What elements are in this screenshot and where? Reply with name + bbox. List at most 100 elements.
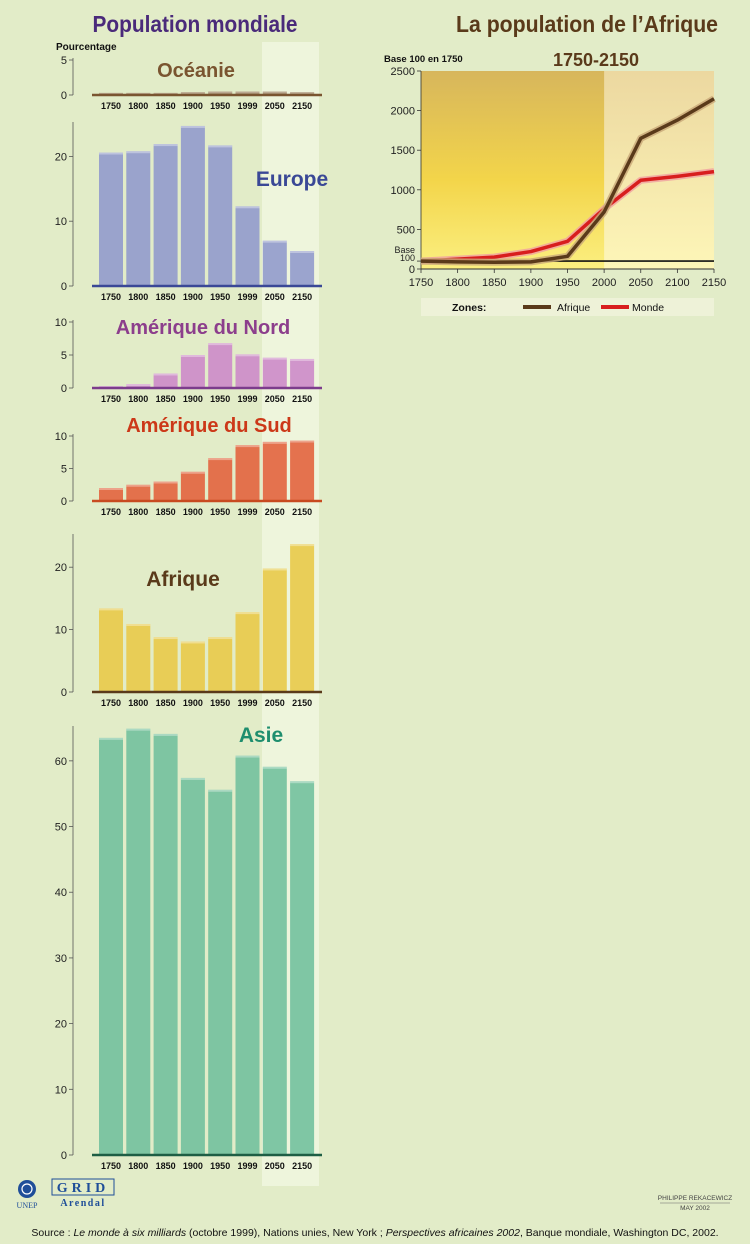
line-x-tick-label: 1900 [519, 277, 543, 289]
bar-highlight [180, 777, 205, 780]
y-tick-label: 10 [55, 625, 67, 637]
bar-europe-1750 [99, 152, 123, 286]
unep-logo-text: UNEP [17, 1201, 38, 1210]
x-tick-label: 2150 [292, 1161, 312, 1171]
bar-amerique_sud-1800 [126, 484, 151, 501]
x-tick-label: 1900 [183, 698, 203, 708]
line-x-tick-label: 1950 [555, 277, 579, 289]
line-plot-future-area [604, 71, 714, 269]
bar-amerique_sud-2150 [290, 440, 315, 501]
line-x-tick-label: 2150 [702, 277, 726, 289]
source-prefix: Source : [31, 1227, 74, 1239]
bar-highlight [126, 151, 151, 154]
bar-afrique-1900 [180, 641, 205, 692]
bar-highlight [99, 488, 123, 490]
x-tick-label: 1900 [183, 1161, 203, 1171]
bar-highlight [208, 343, 233, 346]
line-y-axis-title: Base 100 en 1750 [384, 54, 463, 65]
line-y-tick-label: 2500 [391, 66, 415, 78]
x-tick-label: 1800 [128, 292, 148, 302]
bar-asie-2150 [290, 781, 315, 1155]
bar-highlight [99, 152, 123, 155]
line-x-tick-label: 1750 [409, 277, 433, 289]
bar-highlight [262, 766, 287, 769]
y-tick-label: 20 [55, 562, 67, 574]
unep-logo: UNEP [17, 1180, 38, 1210]
bar-oceanie-2150 [290, 92, 315, 95]
bar-highlight [126, 484, 151, 487]
source-book-1: Le monde à six milliards [73, 1227, 187, 1239]
bar-highlight [290, 92, 315, 95]
x-tick-label: 2150 [292, 101, 312, 111]
line-y-tick-label: 1500 [391, 145, 415, 157]
bar-europe-1800 [126, 151, 151, 286]
y-tick-label: 10 [55, 216, 67, 228]
x-tick-label: 1950 [210, 698, 230, 708]
x-tick-label: 2150 [292, 507, 312, 517]
y-tick-label: 10 [55, 317, 67, 329]
bar-highlight [153, 733, 178, 736]
line-y-tick-label: 500 [397, 224, 415, 236]
x-tick-label: 2150 [292, 698, 312, 708]
author-credit: PHILIPPE REKACEWICZ [658, 1195, 732, 1202]
right-title: La population de l’Afrique [456, 11, 718, 37]
x-tick-label: 1800 [128, 507, 148, 517]
bar-highlight [208, 458, 233, 461]
bar-amerique_nord-2050 [262, 357, 287, 388]
x-tick-label: 2050 [265, 698, 285, 708]
region-title-europe: Europe [256, 168, 328, 191]
x-tick-label: 1750 [101, 507, 121, 517]
y-tick-label: 30 [55, 953, 67, 965]
x-tick-label: 1999 [237, 507, 257, 517]
x-tick-label: 1850 [156, 507, 176, 517]
line-legend: Zones: Afrique Monde [421, 298, 714, 316]
x-tick-label: 1750 [101, 292, 121, 302]
bar-europe-2150 [290, 251, 315, 286]
bar-afrique-1750 [99, 608, 123, 692]
x-tick-label: 1750 [101, 698, 121, 708]
y-tick-label: 10 [55, 1084, 67, 1096]
y-tick-label: 40 [55, 887, 67, 899]
bar-highlight [153, 481, 178, 484]
region-title-amerique_nord: Amérique du Nord [116, 317, 290, 339]
x-tick-label: 1999 [237, 1161, 257, 1171]
y-tick-label: 0 [61, 496, 67, 508]
x-tick-label: 1800 [128, 698, 148, 708]
bar-highlight [262, 357, 287, 360]
bar-highlight [153, 144, 178, 147]
line-chart-title: 1750-2150 [553, 50, 639, 70]
bar-highlight [208, 91, 233, 94]
bar-chart-amerique_nord: 0 5 10 1750 1800 1850 1900 1950 1999 2050 2150 Amér… [55, 317, 322, 404]
line-x-tick-label: 1800 [445, 277, 469, 289]
x-tick-label: 1999 [237, 698, 257, 708]
bar-afrique-2050 [262, 568, 287, 692]
bar-highlight [180, 471, 205, 474]
bar-chart-amerique_sud: 0 5 10 1750 1800 1850 1900 1950 1999 2050 2150 Amér… [55, 415, 322, 517]
bar-asie-1800 [126, 728, 151, 1155]
y-unit-label: Pourcentage [56, 42, 117, 53]
x-tick-label: 1950 [210, 292, 230, 302]
line-x-tick-label: 1850 [482, 277, 506, 289]
bar-highlight [208, 637, 233, 640]
bar-highlight [235, 91, 260, 94]
x-tick-label: 1750 [101, 1161, 121, 1171]
bar-highlight [153, 637, 178, 640]
bar-highlight [290, 251, 315, 254]
x-tick-label: 1750 [101, 101, 121, 111]
series-line-afrique [420, 97, 715, 265]
bar-highlight [290, 358, 315, 361]
grid-logo-text: GRID [57, 1181, 110, 1196]
bar-amerique_nord-1850 [153, 373, 178, 388]
bar-highlight [126, 384, 151, 387]
y-tick-label: 0 [61, 687, 67, 699]
bar-chart-asie: 0 10 20 30 40 50 60 1750 1800 1850 1900 1950 1999 205… [55, 724, 322, 1171]
bar-highlight [153, 373, 178, 376]
bar-asie-1950 [208, 789, 233, 1155]
grid-arendal-logo: GRID Arendal [51, 1178, 115, 1209]
unep-emblem-icon [18, 1180, 36, 1198]
x-tick-label: 2150 [292, 292, 312, 302]
bar-highlight [290, 440, 315, 443]
bar-amerique_sud-1900 [180, 471, 205, 501]
source-citation: Source : Le monde à six milliards (octob… [0, 1227, 750, 1239]
